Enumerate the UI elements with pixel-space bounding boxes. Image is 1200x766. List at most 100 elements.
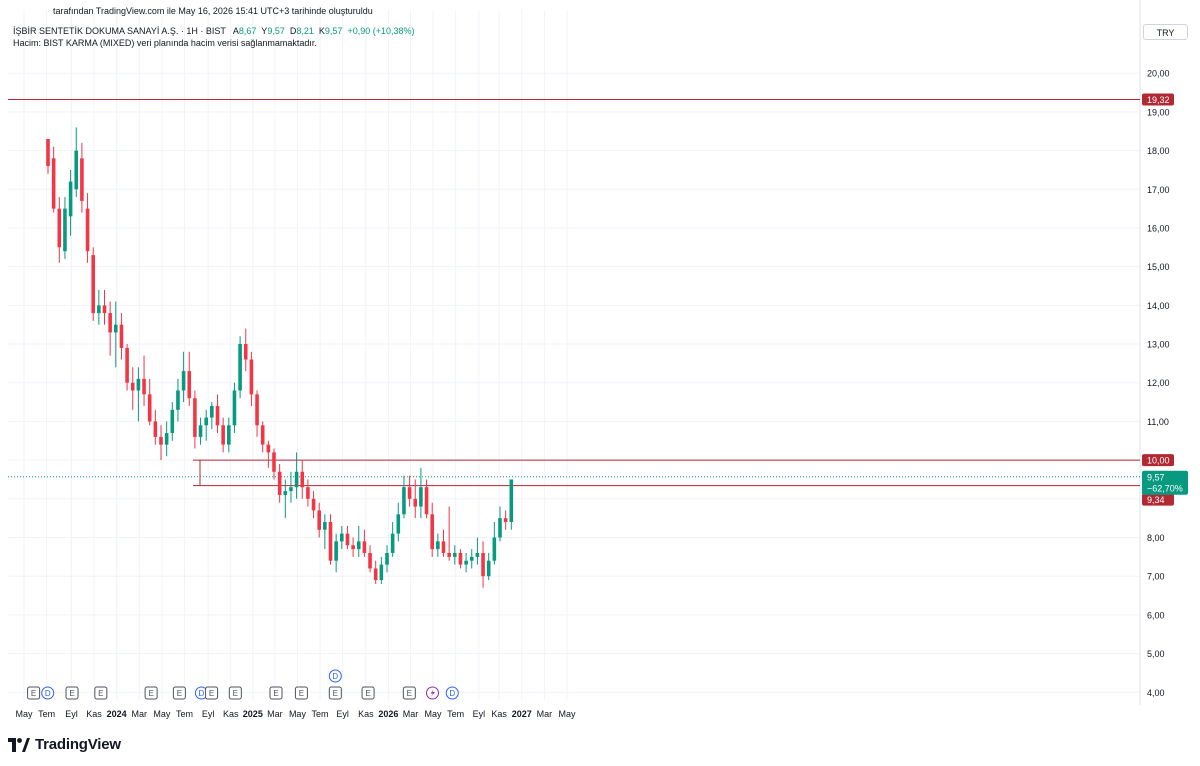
candle bbox=[334, 533, 338, 573]
candle bbox=[210, 402, 214, 430]
time-tick-label: Tem bbox=[447, 709, 464, 719]
time-tick-label: Eyl bbox=[336, 709, 349, 719]
candle bbox=[249, 351, 254, 406]
candle-body bbox=[407, 487, 412, 499]
time-axis[interactable]: May Tem Eyl Kas 2024 Mar May Tem Eyl Kas 2025 Mar Ma… bbox=[15, 709, 575, 719]
symbol-legend: İŞBİR SENTETİK DOKUMA SANAYİ A.Ş. · 1H ·… bbox=[13, 26, 415, 36]
tradingview-logo-icon bbox=[8, 737, 30, 752]
earnings-marker bbox=[144, 686, 158, 700]
candle-body bbox=[125, 347, 129, 383]
candle bbox=[238, 336, 242, 399]
candle bbox=[85, 193, 90, 263]
candle-body bbox=[311, 498, 316, 511]
candle-body bbox=[243, 344, 248, 360]
time-tick-label: May bbox=[289, 709, 307, 719]
candle-body bbox=[503, 518, 508, 523]
close-value: 9,57 bbox=[324, 26, 343, 36]
level-tag-label: 19,32 bbox=[1147, 95, 1170, 105]
chart-credit: tarafından TradingView.com ile May 16, 2… bbox=[53, 6, 373, 16]
candle bbox=[407, 475, 412, 507]
last-price-change: −62,70% bbox=[1147, 483, 1183, 493]
candle bbox=[390, 522, 395, 557]
level-tag bbox=[1142, 454, 1174, 467]
grid-lines bbox=[8, 0, 1141, 705]
earnings-marker-label: E bbox=[69, 689, 74, 698]
dividend-marker bbox=[328, 669, 342, 683]
price-tick-label: 12,00 bbox=[1147, 378, 1170, 388]
dividend-marker bbox=[445, 686, 459, 700]
candle bbox=[385, 545, 389, 573]
earnings-marker-label: E bbox=[299, 689, 304, 698]
currency-button[interactable]: TRY bbox=[1143, 24, 1188, 40]
last-price-tag bbox=[1142, 470, 1188, 495]
time-tick-label: May bbox=[425, 709, 443, 719]
candle bbox=[430, 502, 434, 557]
candle bbox=[323, 514, 327, 550]
level-tag-label: 9,34 bbox=[1147, 495, 1165, 505]
event-markers: E D E E E E D E E E EDE E E D bbox=[27, 669, 459, 700]
earnings-marker-label: E bbox=[31, 689, 36, 698]
candle-body bbox=[181, 371, 186, 391]
candle bbox=[436, 533, 440, 557]
candle-body bbox=[227, 425, 231, 445]
candle-body bbox=[255, 394, 259, 426]
candle bbox=[255, 390, 259, 437]
candle bbox=[277, 463, 282, 503]
earnings-marker-label: E bbox=[273, 689, 278, 698]
price-tick-label: 19,00 bbox=[1147, 107, 1170, 117]
candle-body bbox=[424, 487, 429, 515]
candle-body bbox=[300, 471, 305, 488]
dividend-marker-label: D bbox=[332, 672, 338, 681]
earnings-marker bbox=[269, 686, 283, 700]
candle bbox=[272, 448, 276, 480]
candle-body bbox=[475, 552, 480, 557]
price-axis[interactable]: 4,005,006,007,008,009,0010,0011,0012,001… bbox=[1147, 69, 1170, 698]
tradingview-logo[interactable]: TradingView bbox=[8, 736, 121, 753]
earnings-marker-label: E bbox=[177, 689, 182, 698]
earnings-marker bbox=[205, 686, 219, 700]
candle-body bbox=[142, 378, 146, 395]
low-label: D bbox=[289, 26, 297, 36]
time-tick-label: May bbox=[15, 709, 33, 719]
earnings-marker bbox=[361, 686, 375, 700]
candle bbox=[204, 409, 208, 441]
time-tick-label: Mar bbox=[132, 709, 148, 719]
candle bbox=[193, 390, 197, 449]
candle bbox=[68, 169, 73, 236]
candle bbox=[509, 479, 514, 530]
candle bbox=[492, 522, 497, 565]
candle bbox=[362, 529, 367, 557]
candle bbox=[130, 367, 135, 410]
candle bbox=[294, 452, 299, 499]
candle-body bbox=[221, 425, 225, 445]
candle-body bbox=[238, 344, 242, 391]
candle bbox=[74, 127, 79, 198]
time-tick-label: May bbox=[558, 709, 576, 719]
candle-body bbox=[215, 405, 220, 426]
candle-body bbox=[447, 552, 451, 557]
open-label: A bbox=[232, 26, 239, 36]
candle-body bbox=[249, 359, 254, 395]
candle-body bbox=[317, 510, 321, 530]
candle-body bbox=[464, 560, 468, 565]
open-value: 8,67 bbox=[238, 26, 257, 36]
candle-body bbox=[334, 541, 338, 561]
candle bbox=[458, 549, 463, 569]
price-tick-label: 7,00 bbox=[1147, 572, 1165, 582]
candle bbox=[63, 197, 67, 259]
time-tick-label: 2025 bbox=[243, 709, 263, 719]
time-tick-label: Kas bbox=[86, 709, 102, 719]
price-tick-label: 17,00 bbox=[1147, 185, 1170, 195]
price-tick-label: 20,00 bbox=[1147, 69, 1170, 79]
candle bbox=[345, 525, 350, 550]
candle-body bbox=[385, 552, 389, 565]
candle-body bbox=[340, 533, 344, 542]
time-tick-label: Mar bbox=[537, 709, 553, 719]
earnings-marker-label: E bbox=[209, 689, 214, 698]
candle bbox=[498, 506, 502, 542]
candle-body bbox=[63, 208, 67, 252]
candle-body bbox=[413, 498, 418, 507]
candle-body bbox=[153, 421, 158, 437]
candles bbox=[46, 127, 514, 588]
